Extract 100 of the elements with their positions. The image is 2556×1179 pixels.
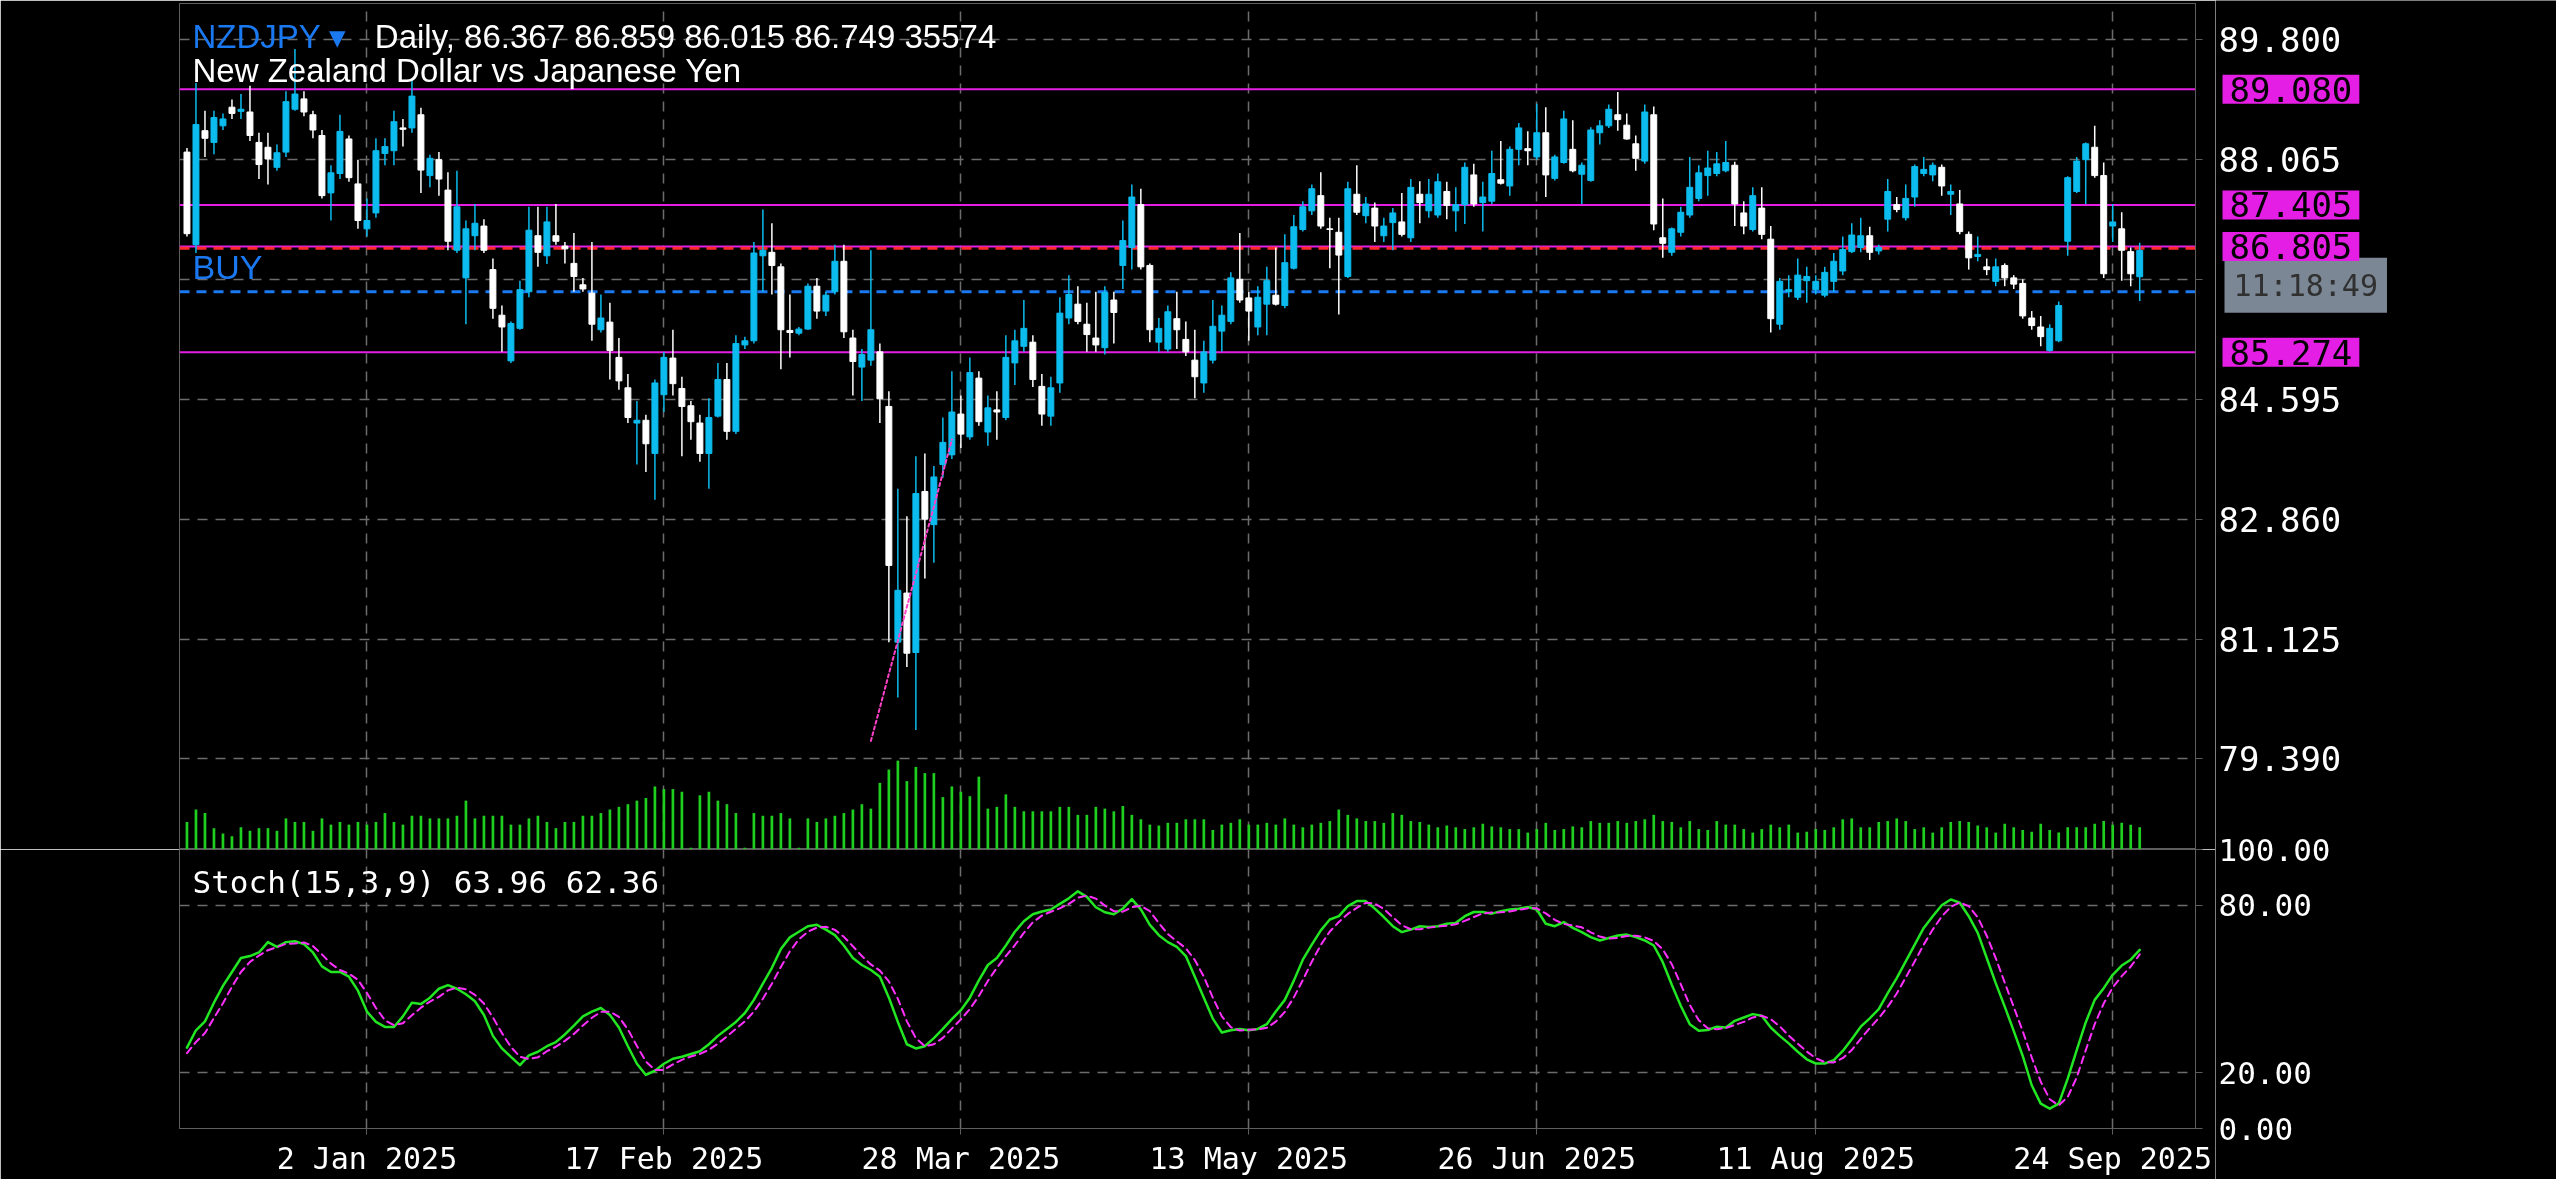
candlestick <box>1812 274 1820 296</box>
candlestick <box>2028 310 2036 331</box>
candlestick <box>1938 163 1946 197</box>
bar <box>1715 821 1719 849</box>
candlestick <box>309 109 317 140</box>
candlestick <box>1551 154 1559 182</box>
bar <box>2084 827 2088 849</box>
y-tick-label: 20.00 <box>2218 1054 2312 1091</box>
candlestick <box>435 151 443 197</box>
y-tick-label: 84.595 <box>2218 379 2342 420</box>
candlestick <box>1110 290 1118 345</box>
x-tick-label: 26 Jun 2025 <box>1437 1140 1637 1176</box>
candlestick <box>1821 266 1829 298</box>
bar <box>1544 822 1548 849</box>
bar <box>1400 814 1404 849</box>
bar <box>1895 818 1899 849</box>
ref-line-label: 85.274 <box>2229 332 2353 373</box>
candlestick <box>1929 161 1937 182</box>
candlestick <box>1020 299 1028 353</box>
bar <box>1976 825 1980 849</box>
ref-line-label: 89.080 <box>2229 69 2353 110</box>
candlestick <box>1578 161 1586 205</box>
candlestick <box>1614 91 1622 132</box>
candlestick <box>561 241 569 265</box>
bar <box>1706 829 1710 849</box>
bar <box>1202 819 1206 849</box>
bar <box>1661 821 1665 849</box>
candlestick <box>399 118 407 148</box>
bar <box>1796 832 1800 849</box>
bar <box>1760 829 1764 849</box>
bar <box>1598 822 1602 849</box>
bar <box>1094 806 1098 849</box>
bar <box>1913 829 1917 849</box>
bar <box>1157 825 1161 849</box>
bar <box>1337 809 1341 849</box>
bar <box>1445 825 1449 849</box>
x-tick-label: 24 Sep 2025 <box>2013 1140 2213 1176</box>
candlestick <box>1335 217 1343 316</box>
candlestick <box>957 394 965 449</box>
ref-line-label: BUY <box>192 247 263 286</box>
bar <box>1193 819 1197 849</box>
bar <box>1841 819 1845 849</box>
candlestick <box>1515 122 1523 166</box>
candlestick <box>1965 230 1973 271</box>
bar <box>1328 821 1332 849</box>
bar <box>1832 827 1836 849</box>
candlestick <box>1425 178 1433 219</box>
candlestick <box>2001 262 2009 287</box>
candlestick <box>1704 149 1712 197</box>
candlestick <box>426 154 434 189</box>
bar <box>1670 821 1674 849</box>
candlestick <box>1218 304 1226 353</box>
candlestick <box>1371 201 1379 243</box>
bar <box>2021 829 2025 849</box>
bar <box>1643 819 1647 849</box>
bar <box>1211 829 1215 849</box>
bar <box>1130 814 1134 849</box>
candlestick <box>858 348 866 402</box>
bar <box>1859 827 1863 849</box>
x-tick-label: 2 Jan 2025 <box>276 1140 458 1176</box>
bar <box>1697 829 1701 849</box>
bar <box>1175 822 1179 849</box>
candlestick <box>1479 181 1487 233</box>
candlestick <box>1191 328 1199 399</box>
bar <box>1427 824 1431 849</box>
bar <box>1436 827 1440 849</box>
ref-line-label: 86.805 <box>2229 226 2353 267</box>
candlestick <box>1785 274 1793 298</box>
bar <box>1085 814 1089 849</box>
bar <box>1958 821 1962 849</box>
bar <box>1319 822 1323 849</box>
bar <box>1265 822 1269 849</box>
candlestick <box>534 205 542 268</box>
y-tick-label: 80.00 <box>2218 887 2312 924</box>
annotation: Daily, 86.367 86.859 86.015 86.749 35574 <box>374 17 997 55</box>
bar <box>1571 826 1575 849</box>
bar <box>1481 823 1485 849</box>
bar <box>1391 813 1395 849</box>
bar <box>1292 824 1296 849</box>
bar <box>1499 827 1503 849</box>
candlestick <box>1740 200 1748 236</box>
bar <box>2120 822 2124 849</box>
candlestick <box>363 197 371 238</box>
bar <box>1409 821 1413 849</box>
candlestick <box>1245 290 1253 342</box>
x-tick-label: 17 Feb 2025 <box>564 1140 764 1176</box>
candlestick <box>2037 315 2045 348</box>
bar <box>1562 829 1566 849</box>
bar <box>1850 818 1854 849</box>
candlestick <box>246 85 254 142</box>
candlestick <box>1569 119 1577 173</box>
bar <box>1229 822 1233 849</box>
bar <box>1886 821 1890 849</box>
bar <box>1382 822 1386 849</box>
candlestick <box>597 293 605 334</box>
candlestick <box>1722 140 1730 173</box>
line-series <box>869 438 953 742</box>
y-tick-label: 82.860 <box>2218 499 2342 540</box>
candlestick <box>1155 317 1163 353</box>
bar <box>1805 831 1809 849</box>
